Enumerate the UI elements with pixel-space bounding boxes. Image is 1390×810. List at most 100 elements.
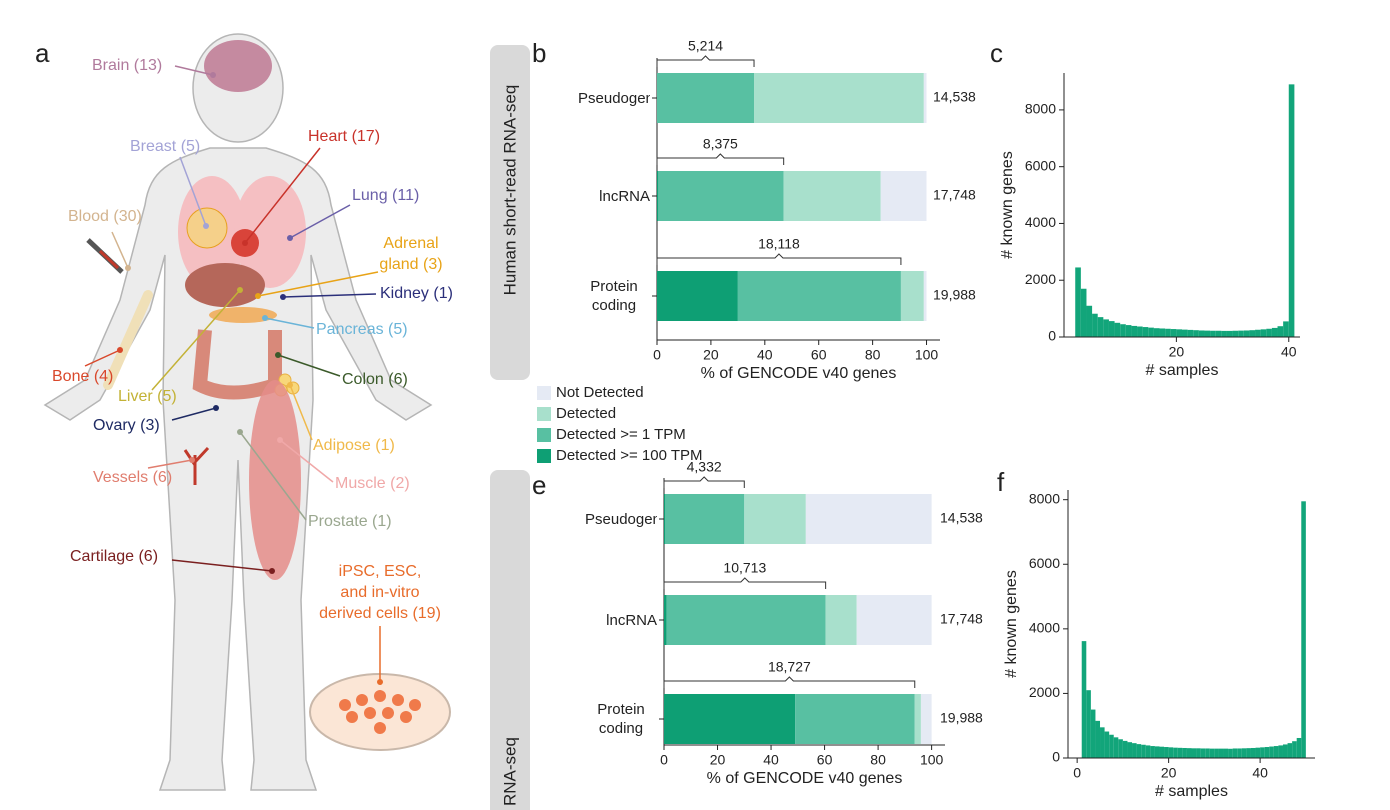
bracket [663, 676, 916, 688]
leader-line [84, 349, 121, 367]
hist-bar [1086, 305, 1093, 337]
leader-dot [287, 382, 293, 388]
x-tick-label: 60 [817, 752, 833, 768]
hist-bar [1296, 737, 1302, 758]
leader-dot [213, 405, 219, 411]
hist-bar [1095, 720, 1101, 758]
hist-bar [1287, 743, 1293, 758]
section-label: RNA-seq [500, 737, 519, 806]
leader-line [171, 559, 273, 572]
hist-bar [1186, 748, 1192, 758]
hist-bar [1182, 747, 1187, 758]
bar-segment [657, 171, 659, 221]
hist-bar [1273, 746, 1279, 758]
tissue-label: Colon (6) [342, 371, 408, 388]
leader-line [282, 293, 377, 298]
leader-dot [287, 235, 293, 241]
leader-line [264, 317, 315, 329]
legend-swatch [537, 386, 551, 400]
leader-dot [203, 223, 209, 229]
leader-line [147, 459, 193, 469]
hist-bar [1277, 326, 1284, 337]
hist-bar [1260, 329, 1267, 337]
bracket [656, 55, 755, 67]
x-axis-title: % of GENCODE v40 genes [701, 365, 897, 382]
petri-dish [309, 673, 451, 751]
x-axis-title: # samples [1146, 362, 1219, 379]
bar-segment [754, 73, 924, 123]
section-label: Human short-read RNA-seq [500, 85, 519, 296]
y-tick-label: 2000 [1025, 271, 1056, 287]
category-wrap: Pseudogene [547, 73, 650, 123]
x-tick-label: 100 [920, 752, 944, 768]
bar-segment [737, 271, 901, 321]
total-label: 19,988 [940, 710, 983, 726]
hist-bar [1092, 313, 1098, 337]
y-tick-label: 0 [1048, 328, 1056, 344]
x-tick-label: 40 [757, 347, 773, 363]
x-tick-label: 0 [653, 347, 661, 363]
leader-dot [189, 457, 195, 463]
bar-segment [744, 494, 806, 544]
y-tick-label: Protein coding [597, 701, 645, 737]
leader-dot [125, 265, 131, 271]
hist-bar [1260, 747, 1265, 758]
hist-bar [1177, 747, 1183, 758]
y-axis-title: # known genes [999, 151, 1016, 259]
bar-segment [923, 271, 927, 321]
total-label: 19,988 [933, 287, 976, 303]
x-tick-label: 20 [1161, 765, 1177, 781]
category-wrap: lncRNA [554, 595, 657, 645]
hist-bar [1209, 748, 1215, 758]
hist-bar [1150, 746, 1155, 758]
leader-dot [237, 287, 243, 293]
hist-bar [1103, 319, 1109, 337]
section-bar [490, 45, 530, 380]
legend-label: Detected >= 1 TPM [556, 426, 686, 443]
hist-bar [1269, 746, 1274, 758]
tissue-label: Muscle (2) [335, 475, 410, 492]
hist-bar [1266, 328, 1272, 337]
hist-bar [1182, 329, 1188, 337]
bar-segment [880, 171, 927, 221]
hist-bar [1292, 741, 1297, 758]
tissue-label: Pancreas (5) [316, 321, 408, 338]
leader-line [171, 407, 217, 421]
hist-bar [1215, 330, 1222, 337]
category-wrap: lncRNA [547, 171, 650, 221]
bracket [663, 476, 745, 488]
hist-bar [1255, 329, 1261, 337]
tissue-label: iPSC, ESC, [339, 563, 422, 580]
hist-bar [1204, 330, 1211, 337]
tissue-label: Breast (5) [130, 138, 200, 155]
bracket-label: 5,214 [688, 38, 723, 54]
x-tick-label: 20 [703, 347, 719, 363]
leader-line [151, 289, 241, 391]
hist-bar [1122, 740, 1128, 758]
total-label: 14,538 [940, 510, 983, 526]
bracket-label: 10,713 [723, 560, 766, 576]
bar-segment [920, 694, 932, 744]
hist-bar [1170, 329, 1177, 337]
hist-bar [1243, 330, 1250, 337]
leader-dot [237, 429, 243, 435]
hist-bar [1127, 742, 1133, 758]
x-tick-label: 60 [811, 347, 827, 363]
hist-bar [1282, 744, 1288, 758]
x-tick-label: 40 [1252, 765, 1268, 781]
y-tick-label: Pseudogene [585, 510, 657, 528]
total-label: 17,748 [940, 611, 983, 627]
body-illustration [43, 33, 451, 791]
bracket-label: 8,375 [703, 136, 738, 152]
y-tick-label: 2000 [1029, 684, 1060, 700]
brain [204, 40, 272, 92]
hist-bar [1193, 330, 1199, 337]
x-axis-title: # samples [1155, 783, 1228, 800]
category-wrap: Protein coding [554, 694, 657, 744]
x-tick-label: 20 [710, 752, 726, 768]
x-tick-label: 40 [1281, 344, 1297, 360]
category-label-box: lncRNA [554, 595, 657, 645]
bar-segment [664, 595, 667, 645]
leader-dot [262, 315, 268, 321]
